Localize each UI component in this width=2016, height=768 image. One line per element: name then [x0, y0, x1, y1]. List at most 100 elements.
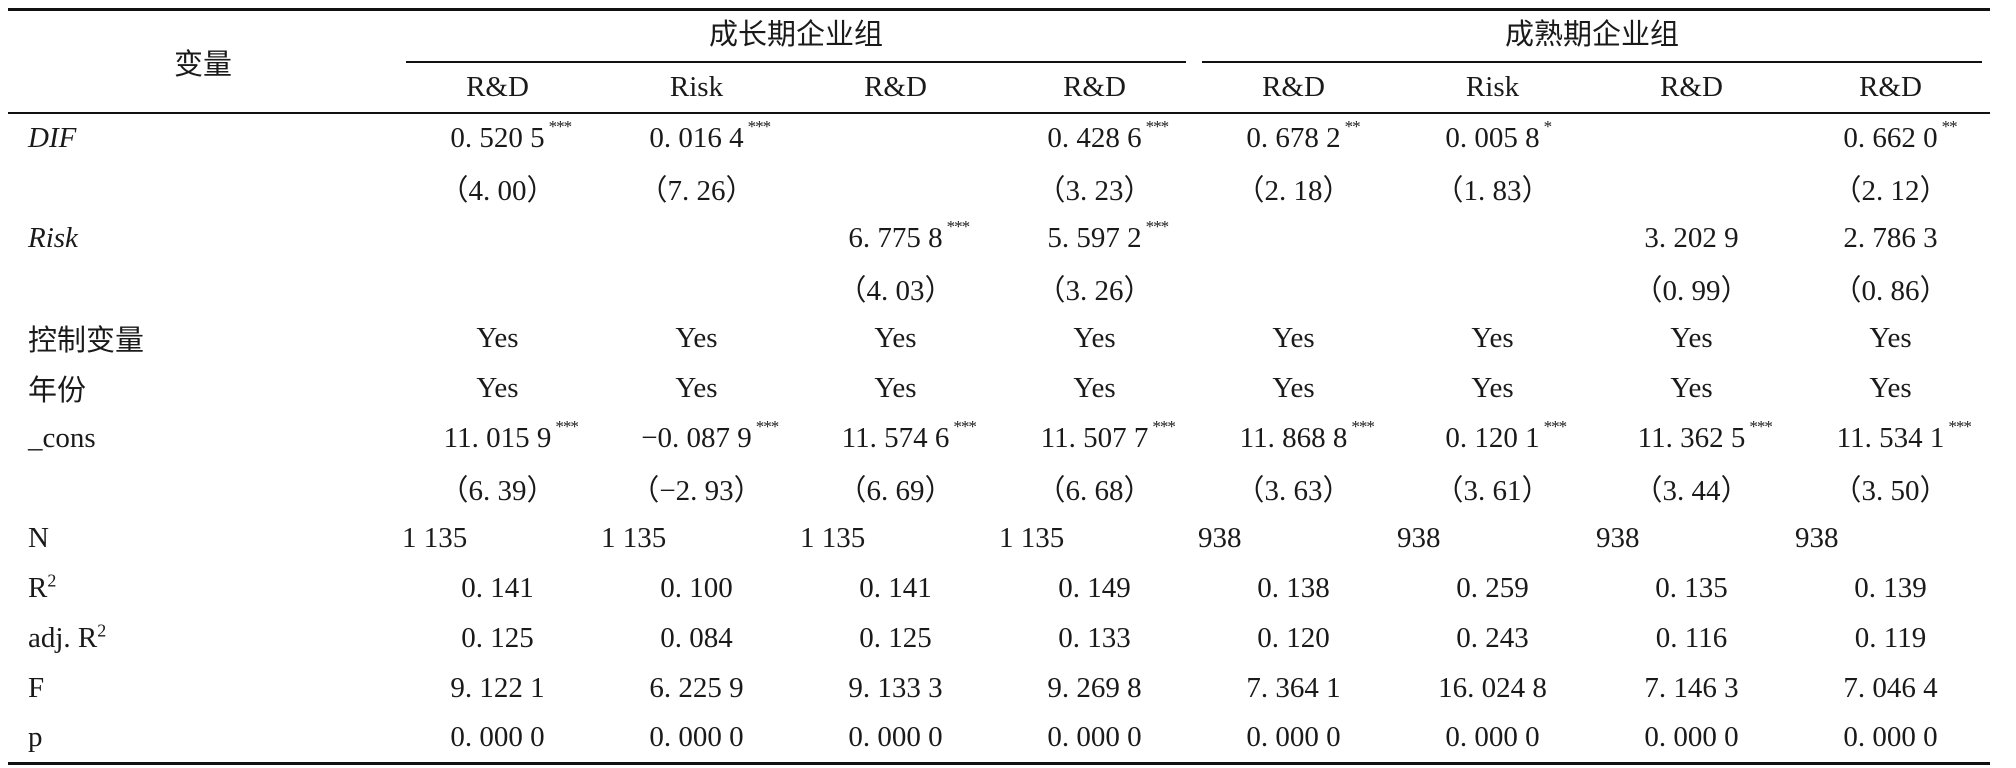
cell-value: 938	[1397, 522, 1441, 555]
significance-stars: ***	[1145, 216, 1169, 236]
cell-value-text: 0. 100	[660, 571, 733, 604]
cell-value-text: 0. 120	[1257, 621, 1330, 654]
table-cell: Yes	[796, 363, 995, 413]
cell-value: （3. 63）	[1236, 467, 1352, 509]
cell-value-text: 11. 015 9	[443, 421, 552, 454]
table-cell: 0. 120 1 ***	[1393, 413, 1592, 463]
cell-value-text: （3. 44）	[1633, 475, 1750, 507]
table-cell: 0. 520 5 ***	[398, 113, 597, 163]
table-cell: 0. 662 0 **	[1791, 113, 1990, 163]
table-cell: 0. 135	[1592, 563, 1791, 613]
row-label: adj. R2	[8, 613, 398, 663]
cell-value: 0. 259	[1456, 572, 1529, 605]
cell-value-text: 3. 202 9	[1644, 221, 1739, 254]
cell-value-text: 0. 125	[859, 621, 932, 654]
table-cell	[597, 213, 796, 263]
significance-stars: *	[1543, 117, 1552, 136]
table-cell: 16. 024 8	[1393, 663, 1592, 713]
cell-value-text: Yes	[476, 371, 519, 404]
table-cell: 0. 000 0	[597, 713, 796, 763]
table-cell	[1393, 213, 1592, 263]
cell-value-text: 1 135	[999, 521, 1065, 554]
row-label: N	[8, 513, 398, 563]
group-growth-label: 成长期企业组	[406, 11, 1187, 63]
cell-value: Yes	[1073, 372, 1115, 405]
table-row: （6. 39） （−2. 93） （6. 69） （6. 68） （3. 63） （3. …	[8, 463, 1990, 513]
cell-value-text: Yes	[1670, 371, 1713, 404]
cell-value: 11. 015 9 ***	[443, 418, 579, 455]
cell-value: 0. 000 0	[649, 721, 743, 754]
cell-value: 6. 225 9	[649, 672, 743, 705]
table-cell: 6. 775 8 ***	[796, 213, 995, 263]
cell-value: 0. 100	[660, 572, 733, 605]
table-row: （4. 03） （3. 26） （0. 99） （0. 86）	[8, 263, 1990, 313]
table-cell: 0. 084	[597, 613, 796, 663]
table-cell: 0. 120	[1194, 613, 1393, 663]
table-cell: 0. 133	[995, 613, 1194, 663]
table-cell	[398, 213, 597, 263]
cell-value-text: （3. 26）	[1036, 275, 1153, 307]
cell-value: （0. 99）	[1634, 267, 1750, 309]
table-cell	[1393, 263, 1592, 313]
cell-value-text: 0. 135	[1655, 571, 1728, 604]
cell-value: 11. 868 8 ***	[1240, 418, 1375, 455]
row-label-superscript: 2	[47, 569, 57, 590]
cell-value-text: （6. 39）	[439, 475, 556, 507]
table-cell: （6. 39）	[398, 463, 597, 513]
row-label	[8, 463, 398, 513]
table-cell: 1 135	[597, 513, 796, 563]
cell-value-text: （2. 18）	[1235, 175, 1352, 207]
table-cell: 1 135	[796, 513, 995, 563]
cell-value-text: Yes	[1073, 321, 1116, 354]
cell-value: Yes	[1869, 322, 1911, 355]
significance-stars: **	[1941, 117, 1958, 136]
significance-stars: ***	[953, 416, 976, 436]
cell-value-text: 938	[1198, 521, 1242, 554]
cell-value: Yes	[1869, 372, 1911, 405]
significance-stars: ***	[548, 117, 572, 136]
table-cell: （3. 26）	[995, 263, 1194, 313]
cell-value-text: Yes	[675, 321, 718, 354]
cell-value-text: Yes	[1272, 321, 1315, 354]
cell-value: 1 135	[800, 522, 865, 555]
column-header: R&D	[864, 71, 927, 103]
table-cell	[398, 263, 597, 313]
cell-value-text: 0. 141	[859, 571, 932, 604]
table-cell: 0. 125	[398, 613, 597, 663]
cell-value: Yes	[675, 372, 717, 405]
row-label-text: adj. R	[28, 621, 98, 654]
table-row: p 0. 000 0 0. 000 0 0. 000 0 0. 000 0 0. 000 …	[8, 713, 1991, 763]
cell-value-text: 6. 225 9	[649, 671, 744, 704]
significance-stars: ***	[755, 416, 779, 436]
table-cell: 0. 243	[1393, 613, 1592, 663]
table-cell: 0. 000 0	[1393, 713, 1592, 763]
table-row: adj. R2 0. 125 0. 084 0. 125 0. 133 0. 120 0. …	[8, 613, 1990, 663]
cell-value-text: 6. 775 8	[848, 221, 943, 254]
table-cell: Yes	[796, 313, 995, 363]
table-cell	[796, 113, 995, 163]
table-row: R2 0. 141 0. 100 0. 141 0. 149 0. 138 0. 259 0.…	[8, 563, 1990, 613]
cell-value-text: 0. 141	[461, 571, 534, 604]
table-cell: 6. 225 9	[597, 663, 796, 713]
cell-value: Yes	[874, 372, 916, 405]
table-cell: 0. 100	[597, 563, 796, 613]
table-cell	[796, 163, 995, 213]
cell-value-text: 0. 084	[660, 621, 733, 654]
cell-value: 1 135	[601, 522, 666, 555]
table-cell: （2. 12）	[1791, 163, 1990, 213]
table-cell: （0. 99）	[1592, 263, 1791, 313]
cell-value-text: 0. 125	[461, 621, 534, 654]
cell-value: （4. 00）	[439, 167, 555, 209]
cell-value-text: 0. 120 1	[1445, 421, 1540, 454]
significance-stars: ***	[555, 416, 578, 436]
cell-value: 0. 084	[660, 622, 733, 655]
cell-value: 0. 149	[1058, 572, 1131, 605]
cell-value-text: 0. 662 0	[1843, 122, 1938, 154]
table-row: 年份 Yes Yes Yes Yes Yes Yes Yes Yes	[8, 363, 1990, 413]
table-cell: 5. 597 2 ***	[995, 213, 1194, 263]
table-cell: 0. 000 0	[398, 713, 597, 763]
cell-value: Yes	[476, 372, 518, 405]
cell-value-text: Yes	[1471, 321, 1514, 354]
group-mature-header: 成熟期企业组	[1194, 10, 1990, 63]
cell-value: （0. 86）	[1833, 267, 1949, 309]
